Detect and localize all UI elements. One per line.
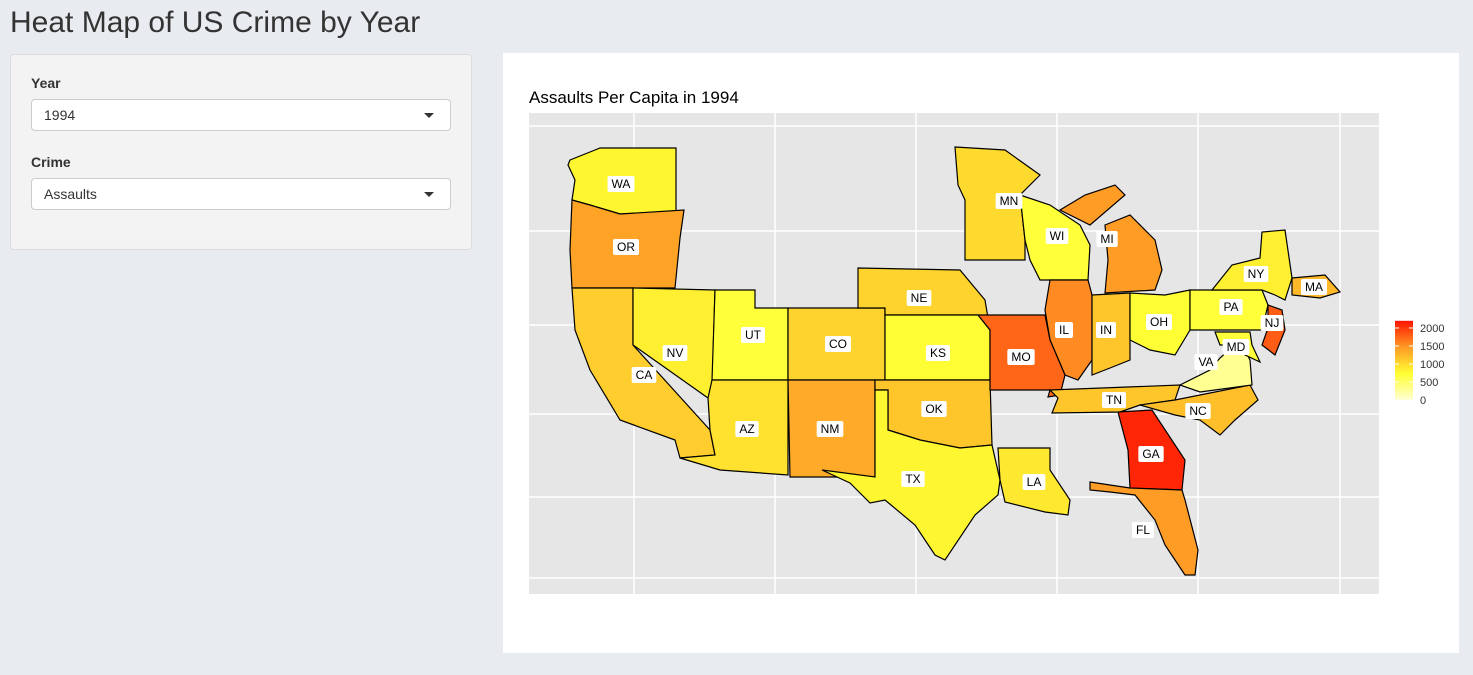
state-label: NC: [1189, 404, 1207, 418]
state-label: GA: [1142, 447, 1159, 461]
state-label: IL: [1059, 323, 1069, 337]
state-label: NE: [911, 291, 928, 305]
state: [1089, 481, 1199, 576]
caret: [424, 113, 434, 118]
state-label-bg: [741, 327, 765, 343]
colorbar-tick-label: 1500: [1420, 341, 1444, 353]
colorbar-tick-label: 0: [1420, 395, 1426, 407]
state: [679, 379, 789, 476]
state-label-bg: [1096, 231, 1118, 247]
state-label-bg: [1096, 322, 1116, 338]
crime-label: Crime: [31, 154, 71, 170]
state-label-bg: [1045, 228, 1069, 244]
state-label-bg: [1131, 522, 1155, 538]
colorbar-tick-label: 1000: [1420, 359, 1444, 371]
state-label: WA: [612, 177, 631, 191]
state-label-bg: [1007, 349, 1035, 365]
state-label: MO: [1011, 350, 1030, 364]
state-label-bg: [1022, 474, 1046, 490]
state-label-bg: [906, 290, 932, 306]
state-label-bg: [1301, 279, 1327, 295]
state-label: WI: [1050, 229, 1065, 243]
state-label-bg: [631, 367, 657, 383]
year-select[interactable]: 1994: [31, 99, 451, 131]
state-label: FL: [1136, 523, 1150, 537]
state-label: PA: [1223, 300, 1238, 314]
state-label: OH: [1150, 315, 1168, 329]
state-label-bg: [1146, 314, 1172, 330]
state-label: UT: [745, 328, 762, 342]
state-label-bg: [1219, 299, 1243, 315]
state-label: TN: [1106, 393, 1122, 407]
state-label: NM: [821, 422, 840, 436]
state-label: MN: [1000, 194, 1019, 208]
caret: [424, 192, 434, 197]
state: [1210, 229, 1293, 301]
state-label: VA: [1198, 355, 1213, 369]
chart-group: Assaults Per Capita in 1994 WA OR CA NV UT AZ…: [529, 88, 1444, 594]
state-label-bg: [613, 239, 639, 255]
state-label: IN: [1100, 323, 1112, 337]
state-label: KS: [930, 346, 946, 360]
state-label: OR: [617, 240, 635, 254]
year-label: Year: [31, 75, 61, 91]
colorbar: [1395, 320, 1413, 400]
state-label: AZ: [739, 422, 754, 436]
state-label-bg: [825, 336, 851, 352]
state-label-bg: [925, 345, 951, 361]
state-label-bg: [921, 401, 947, 417]
state-label-bg: [1243, 266, 1269, 282]
state-label-bg: [901, 471, 925, 487]
state-label-bg: [1222, 339, 1250, 355]
colorbar-tick-label: 500: [1420, 377, 1438, 389]
crime-select[interactable]: Assaults: [31, 178, 451, 210]
state-label-bg: [1102, 392, 1126, 408]
state-label: CA: [636, 368, 653, 382]
state-label: NV: [667, 346, 684, 360]
state-label-bg: [735, 421, 759, 437]
year-value: 1994: [44, 107, 76, 123]
crime-value: Assaults: [44, 186, 97, 202]
state-label: CO: [829, 337, 847, 351]
chart-title: Assaults Per Capita in 1994: [529, 88, 739, 107]
state-label-bg: [662, 345, 688, 361]
page-title: Heat Map of US Crime by Year: [10, 6, 421, 39]
colorbar-tick-label: 2000: [1420, 323, 1444, 335]
state-label-bg: [1138, 446, 1164, 462]
state-label: TX: [905, 472, 920, 486]
state-label-bg: [607, 176, 635, 192]
state-label: MD: [1227, 340, 1246, 354]
state-label: MA: [1305, 280, 1323, 294]
state-label-bg: [1054, 322, 1074, 338]
state-label: NJ: [1265, 316, 1280, 330]
plot-panel: Assaults Per Capita in 1994 WA OR CA NV UT AZ…: [503, 53, 1459, 653]
chart: Assaults Per Capita in 1994 WA OR CA NV UT AZ…: [529, 88, 1444, 594]
state-label-bg: [995, 193, 1023, 209]
state-label: MI: [1100, 232, 1113, 246]
state-label-bg: [816, 421, 844, 437]
state-label-bg: [1260, 315, 1284, 331]
state-label: LA: [1027, 475, 1042, 489]
state-label: OK: [925, 402, 942, 416]
state-label-bg: [1194, 354, 1218, 370]
sidebar: Year 1994 Crime Assaults: [10, 54, 472, 250]
state-label-bg: [1185, 403, 1211, 419]
state-label: NY: [1248, 267, 1265, 281]
